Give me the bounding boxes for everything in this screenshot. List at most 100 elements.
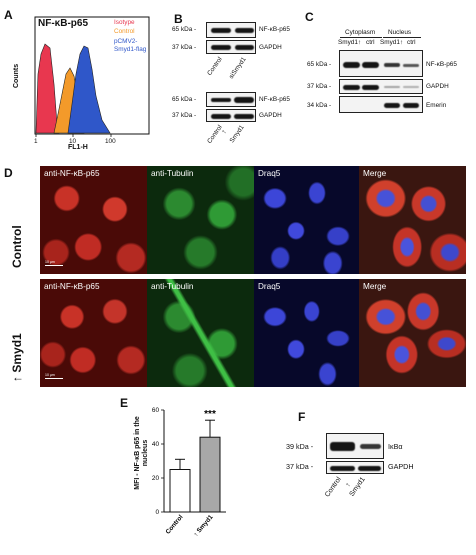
protein-gapdh-b-top: GAPDH [259,44,282,51]
blot-f-ikba [326,433,384,459]
protein-p65-b-bottom: NF-κB-p65 [259,96,290,103]
mw-37-c: 37 kDa - [307,83,332,90]
band [403,103,419,108]
bar-chart: 0 20 40 60 Control ↑ Smyd1 *** MFI - NF-κB p65… [120,400,260,550]
blot-c-gapdh [339,79,423,94]
band [362,62,379,68]
category-label: Control [165,514,185,536]
mw-37-bottom: 37 kDa - [172,112,197,119]
lane-control-f: Control [324,476,343,499]
lane-c-3: Smyd1↑ [380,39,404,46]
y-tick-label: 20 [152,475,160,482]
blot-b-bottom-gapdh [206,109,256,122]
group-nucleus: Nucleus [388,29,412,36]
bar-control [169,469,191,513]
flow-histogram: NF-κB-p65 Isotype Control pCMV2-Smyd1-fl… [10,14,155,151]
mw-37-f: 37 kDa - [286,462,314,471]
mw-65-bottom: 65 kDa - [172,96,197,103]
band [362,85,379,90]
scale-bar [45,378,63,379]
panel-label-c: C [305,10,314,24]
legend-isotype-label: Isotype [114,19,135,26]
mw-39-f: 39 kDa - [286,442,314,451]
lane-sismyd1-b-top: siSmyd1 [227,56,248,81]
up-arrow-icon: ↑ [218,127,229,136]
band [384,63,400,67]
band [234,97,254,103]
group-line-nucleus [383,37,421,38]
group-line-cytoplasm [340,37,382,38]
band [235,28,254,33]
band [211,114,231,119]
mw-37-top: 37 kDa - [172,44,197,51]
protein-gapdh-b-bottom: GAPDH [259,112,282,119]
flow-histogram-svg [34,16,150,137]
lane-c-2: ctrl [366,39,375,46]
up-arrow-icon: ↑ [342,480,353,489]
x-axis-label: FL1-H [68,144,88,151]
col-label-draq5-smyd1: Draq5 [258,282,281,291]
band [403,86,419,88]
legend-smyd1: pCMV2-Smyd1-flag [114,38,147,53]
group-cytoplasm: Cytoplasm [345,29,376,36]
col-label-draq5: Draq5 [258,169,281,178]
y-tick-label: 0 [155,509,159,516]
mw-65-top: 65 kDa - [172,26,197,33]
blot-f-gapdh [326,461,384,474]
col-label-merge: Merge [363,169,387,178]
y-axis-label-e: MFI - NF-κB p65 in the nucleus [134,416,150,490]
band [384,103,400,108]
panel-label-a: A [4,8,13,22]
row-label-smyd1: ↑ Smyd1 [10,333,24,382]
protein-p65-c: NF-κB-p65 [426,61,457,68]
scale-bar [45,265,63,266]
legend-control-label: Control [114,28,135,35]
col-label-tubulin-smyd1: anti-Tubulin [151,282,194,291]
band [358,466,381,471]
band [384,86,400,88]
protein-ikba-f: IκBα [388,442,403,451]
image-smyd1-draq5: Draq5 [254,279,359,387]
up-arrow-icon: ↑ [10,372,24,382]
legend-control: Control [114,28,135,35]
blot-b-top-gapdh [206,40,256,54]
lane-c-4: ctrl [407,39,416,46]
protein-p65-b-top: NF-κB-p65 [259,26,290,33]
panel-label-e: E [120,396,129,410]
blot-c-emerin [339,96,423,113]
band [343,62,360,68]
bar-smyd1 [199,436,221,513]
mw-34-c: 34 kDa - [307,102,332,109]
band [330,466,355,471]
band [403,64,419,67]
image-smyd1-tubulin: anti-Tubulin [147,279,254,387]
blot-b-top-p65 [206,22,256,38]
mw-65-c: 65 kDa - [307,61,332,68]
col-label-tubulin: anti-Tubulin [151,169,194,178]
category-label: ↑ Smyd1 [192,513,214,538]
image-control-tubulin: anti-Tubulin [147,166,254,274]
legend-isotype: Isotype [114,19,135,26]
protein-gapdh-c: GAPDH [426,83,449,90]
blot-c-p65 [339,50,423,77]
scale-text: 10 µm [45,260,55,264]
protein-emerin-c: Emerin [426,102,447,109]
band [330,442,355,451]
col-label-p65: anti-NF-κB-p65 [44,169,100,178]
significance-marker: *** [204,409,216,420]
lane-c-1: Smyd1↑ [338,39,362,46]
col-label-p65-smyd1: anti-NF-κB-p65 [44,282,100,291]
panel-label-b: B [174,12,183,26]
protein-gapdh-f: GAPDH [388,462,414,471]
row-label-control: Control [10,225,24,268]
lane-control-b-top: Control [206,56,224,77]
image-control-draq5: Draq5 [254,166,359,274]
smyd1-histogram [67,45,111,134]
col-label-merge-smyd1: Merge [363,282,387,291]
band [235,45,254,50]
band [343,85,360,90]
x-tick-label-1: 1 [34,138,38,145]
band [211,28,231,33]
band [211,98,231,102]
bar-chart-svg: 0 20 40 60 Control ↑ Smyd1 *** [152,407,226,538]
